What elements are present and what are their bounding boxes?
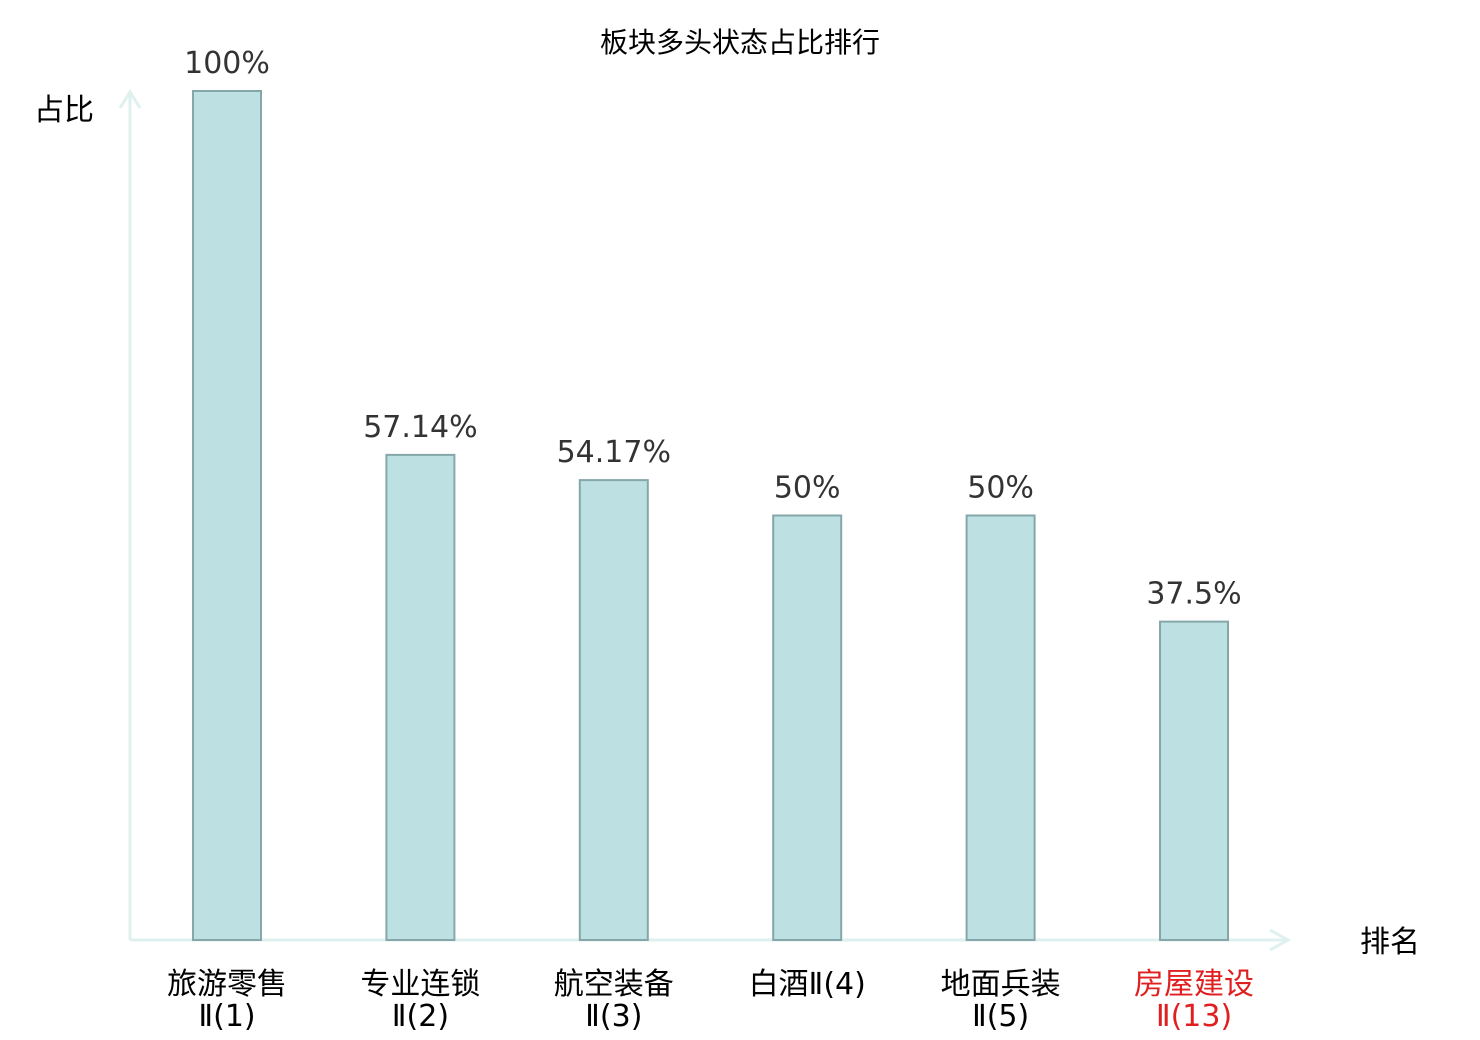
category-sublabel-6: Ⅱ(13) — [1156, 999, 1232, 1034]
category-label-3: 航空装备 — [554, 967, 674, 1002]
bars-group — [192, 90, 1229, 941]
category-sublabel-3: Ⅱ(3) — [585, 999, 642, 1034]
value-label-3: 54.17% — [557, 435, 671, 470]
value-label-1: 100% — [184, 46, 270, 81]
value-label-4: 50% — [774, 471, 841, 506]
category-label-4: 白酒Ⅱ(4) — [749, 967, 866, 1002]
value-label-6: 37.5% — [1146, 577, 1241, 612]
bar-6 — [1159, 620, 1229, 941]
category-label-6: 房屋建设 — [1134, 967, 1254, 1002]
category-sublabel-5: Ⅱ(5) — [972, 999, 1029, 1034]
chart-title: 板块多头状态占比排行 — [600, 26, 880, 59]
category-label-5: 地面兵装 — [941, 967, 1061, 1002]
bar-5 — [965, 514, 1036, 941]
value-label-2: 57.14% — [363, 410, 477, 445]
y-axis-label: 占比 — [34, 93, 94, 128]
y-axis — [118, 89, 142, 940]
bar-1 — [192, 90, 262, 941]
value-labels-group: 100% 57.14% 54.17% 50% 50% 37.5% — [184, 46, 1242, 612]
x-axis-label: 排名 — [1360, 925, 1420, 960]
value-label-5: 50% — [967, 471, 1034, 506]
x-axis — [130, 928, 1292, 952]
category-label-1: 旅游零售 — [167, 967, 287, 1002]
category-label-2: 专业连锁 — [360, 967, 480, 1002]
bar-3 — [578, 479, 649, 941]
category-sublabel-2: Ⅱ(2) — [392, 999, 449, 1034]
bar-4 — [772, 514, 843, 941]
category-sublabel-1: Ⅱ(1) — [198, 999, 255, 1034]
bar-2 — [385, 453, 456, 941]
